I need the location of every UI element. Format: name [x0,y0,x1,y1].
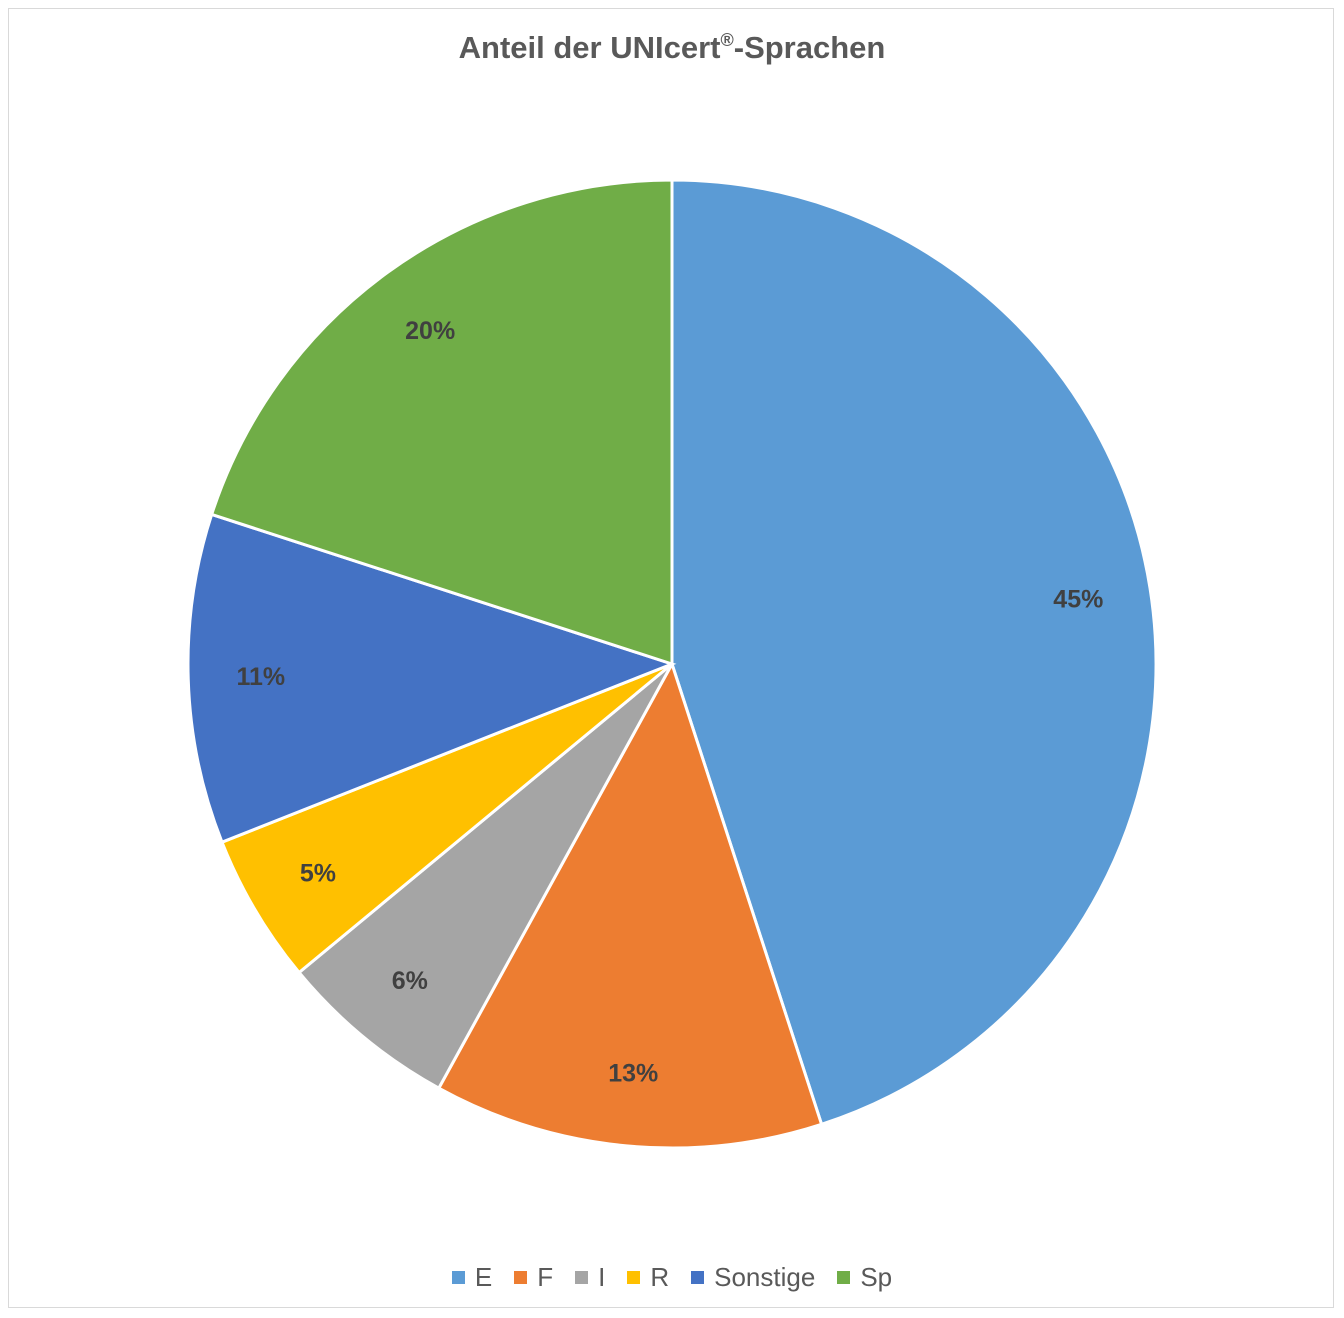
chart-title: Anteil der UNIcert®-Sprachen [0,30,1344,66]
pie-slice-i [296,662,674,1091]
chart-title-registered-mark: ® [720,30,734,50]
pie-slice-e [670,178,1158,1127]
legend-swatch [575,1271,589,1284]
legend-item-i: I [575,1262,605,1293]
chart-title-rest: -Sprachen [733,30,886,65]
data-label-sonstige: 11% [236,663,285,691]
pie-slice-f [436,660,824,1150]
legend-swatch [837,1271,851,1284]
legend-item-sonstige: Sonstige [691,1262,815,1293]
legend-item-sp: Sp [837,1262,892,1293]
data-label-f: 13% [608,1060,658,1088]
data-label-i: 6% [392,967,428,995]
legend-item-r: R [627,1262,669,1293]
chart-legend: E F I R Sonstige Sp [0,1262,1344,1293]
pie-slice-sp [209,178,674,667]
legend-swatch [627,1271,641,1284]
legend-label: Sp [860,1262,893,1292]
legend-swatch [451,1271,465,1284]
pie-slice-sonstige [186,512,677,845]
data-label-sp: 20% [405,317,455,345]
chart-title-main: Anteil der UNIcert [458,30,721,65]
legend-swatch [691,1271,705,1284]
legend-label: F [537,1262,554,1292]
data-label-r: 5% [300,859,336,887]
legend-label: Sonstige [714,1262,816,1292]
legend-item-f: F [514,1262,553,1293]
legend-label: R [650,1262,670,1292]
legend-swatch [514,1271,528,1284]
data-label-e: 45% [1053,586,1103,614]
legend-label: E [474,1262,493,1292]
legend-item-e: E [451,1262,493,1293]
pie-slice-r [220,662,673,975]
legend-label: I [598,1262,606,1292]
